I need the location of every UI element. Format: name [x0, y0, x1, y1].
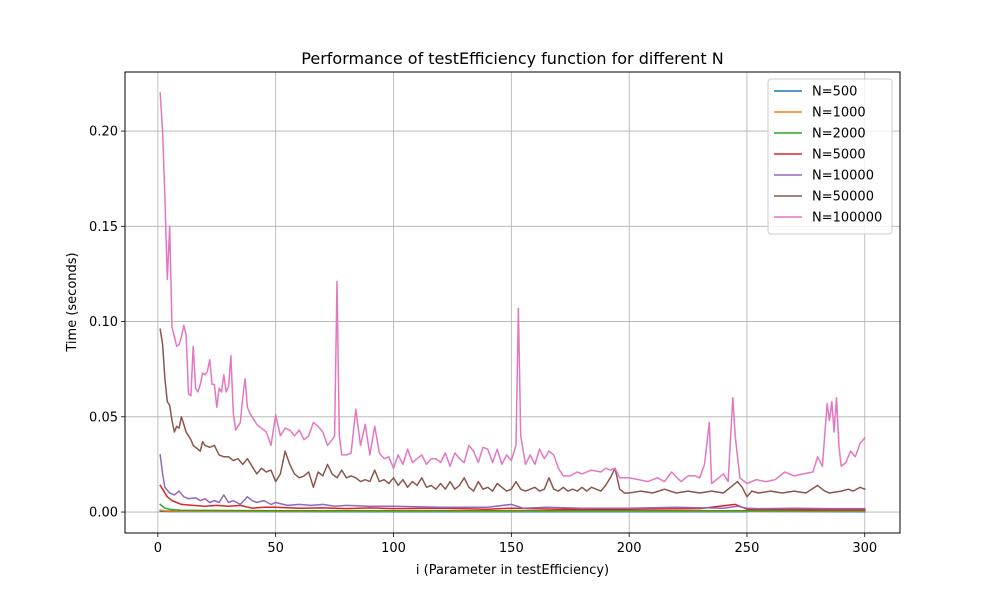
x-tick-label: 250	[735, 541, 760, 556]
series-line-n-100000	[159, 92, 866, 485]
x-axis-label: i (Parameter in testEfficiency)	[416, 563, 609, 578]
x-tick-label: 50	[267, 541, 284, 556]
chart-title: Performance of testEfficiency function f…	[301, 49, 723, 68]
plot-frame	[124, 71, 901, 534]
y-tick-label: 0.05	[89, 410, 118, 425]
series-line-n-50000	[159, 328, 866, 498]
x-tick-label: 100	[381, 541, 406, 556]
legend-label: N=5000	[812, 148, 866, 163]
x-tick-label: 200	[617, 541, 642, 556]
legend-label: N=50000	[812, 190, 874, 205]
series-line-n-5000	[159, 484, 866, 511]
x-tick-label: 0	[154, 541, 162, 556]
legend: N=500 N=1000 N=2000 N=5000 N=10000 N=50000 N=1…	[767, 78, 893, 235]
legend-label: N=1000	[812, 106, 866, 121]
legend-label: N=100000	[812, 211, 882, 226]
series-layer	[159, 92, 866, 513]
series-line-n-2000	[159, 503, 866, 512]
legend-label: N=10000	[812, 169, 874, 184]
legend-label: N=2000	[812, 127, 866, 142]
series-line-n-10000	[159, 454, 866, 510]
y-tick-label: 0.00	[89, 506, 118, 521]
y-tick-label: 0.20	[89, 125, 118, 140]
x-tick-label: 300	[852, 541, 877, 556]
y-tick-label: 0.15	[89, 220, 118, 235]
x-tick-label: 150	[499, 541, 524, 556]
y-tick-label: 0.10	[89, 315, 118, 330]
ticks: 0 50 100 150 200 250 300 0.00 0.05 0.10 0.15 0.20	[89, 125, 877, 556]
legend-label: N=500	[812, 85, 857, 100]
y-axis-label: Time (seconds)	[65, 252, 80, 352]
